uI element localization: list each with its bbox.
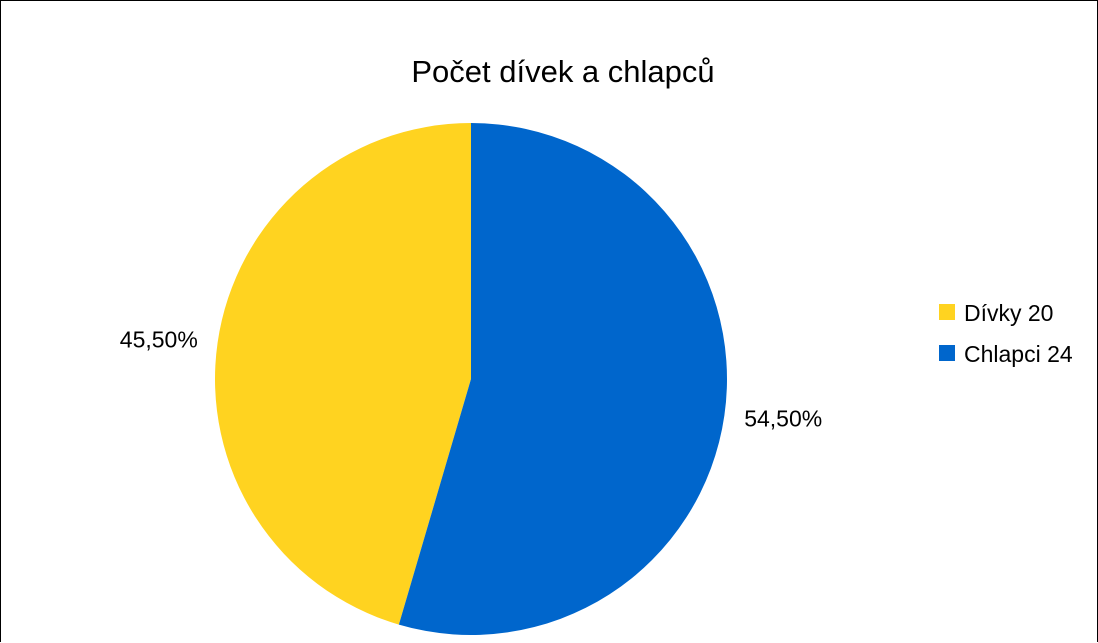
data-labels: 45,50% 54,50% bbox=[120, 327, 822, 432]
legend-label-chlapci: Chlapci 24 bbox=[964, 341, 1073, 367]
chart-title: Počet dívek a chlapců bbox=[411, 54, 714, 89]
data-label-divky: 45,50% bbox=[120, 327, 198, 353]
pie-slice-divky bbox=[215, 123, 471, 625]
legend-swatch-chlapci bbox=[939, 345, 955, 361]
pie-slice-chlapci bbox=[398, 123, 728, 635]
legend: Dívky 20 Chlapci 24 bbox=[939, 300, 1073, 367]
pie-slices bbox=[215, 123, 728, 635]
data-label-chlapci: 54,50% bbox=[744, 405, 822, 431]
legend-swatch-divky bbox=[939, 304, 955, 320]
legend-label-divky: Dívky 20 bbox=[964, 300, 1053, 326]
